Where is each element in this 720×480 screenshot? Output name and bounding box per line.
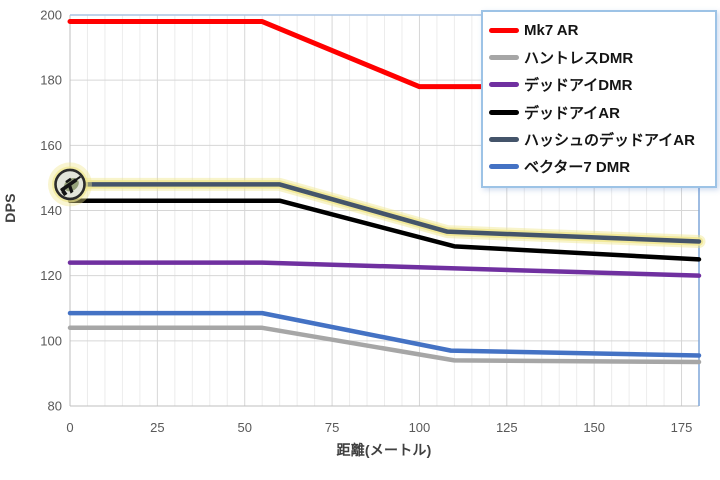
y-tick-label: 140	[40, 203, 62, 218]
x-tick-label: 0	[66, 420, 73, 435]
rifle-icon-part	[60, 178, 78, 192]
y-tick-label: 80	[48, 399, 62, 414]
x-tick-label: 100	[409, 420, 431, 435]
legend-swatch	[489, 137, 519, 143]
x-tick-label: 150	[583, 420, 605, 435]
series-line-4	[67, 182, 702, 244]
legend-item-3[interactable]: デッドアイAR	[489, 100, 709, 124]
legend-label: デッドアイAR	[524, 104, 620, 122]
x-axis-title: 距離(メートル)	[336, 442, 432, 458]
legend-swatch	[489, 164, 519, 170]
legend-label: ベクター7 DMR	[524, 159, 631, 177]
series-line-5	[67, 310, 702, 358]
x-tick-label: 125	[496, 420, 518, 435]
rifle-icon-part	[65, 177, 72, 184]
y-tick-label: 100	[40, 333, 62, 348]
legend-label: ハントレスDMR	[524, 49, 634, 67]
rifle-icon-part	[74, 175, 81, 181]
series-line-1	[67, 325, 702, 365]
x-tick-label: 75	[325, 420, 339, 435]
x-tick-label: 50	[237, 420, 251, 435]
legend-swatch	[489, 82, 519, 88]
legend[interactable]: Mk7 AR ハントレスDMR デッドアイDMR デッドアイAR ハッシュのデッドアイA…	[481, 10, 717, 188]
legend-item-5[interactable]: ベクター7 DMR	[489, 155, 709, 179]
legend-swatch	[489, 54, 519, 60]
y-tick-label: 160	[40, 138, 62, 153]
series-line-3	[67, 198, 702, 262]
x-tick-label: 25	[150, 420, 164, 435]
y-axis-title: DPS	[2, 193, 18, 223]
y-tick-label: 120	[40, 268, 62, 283]
legend-label: ハッシュのデッドアイAR	[524, 132, 695, 150]
legend-swatch	[489, 109, 519, 115]
y-tick-label: 180	[40, 73, 62, 88]
legend-label: Mk7 AR	[524, 21, 579, 39]
legend-item-0[interactable]: Mk7 AR	[489, 18, 709, 42]
legend-swatch	[489, 27, 519, 33]
legend-item-2[interactable]: デッドアイDMR	[489, 73, 709, 97]
legend-item-1[interactable]: ハントレスDMR	[489, 45, 709, 69]
rifle-icon-part	[61, 189, 68, 197]
y-tick-label: 200	[40, 8, 62, 23]
rifle-icon	[60, 175, 81, 197]
legend-item-4[interactable]: ハッシュのデッドアイAR	[489, 128, 709, 152]
rifle-icon-part	[68, 185, 74, 194]
series-line-2	[67, 260, 702, 278]
legend-label: デッドアイDMR	[524, 77, 633, 95]
x-tick-label: 175	[671, 420, 693, 435]
